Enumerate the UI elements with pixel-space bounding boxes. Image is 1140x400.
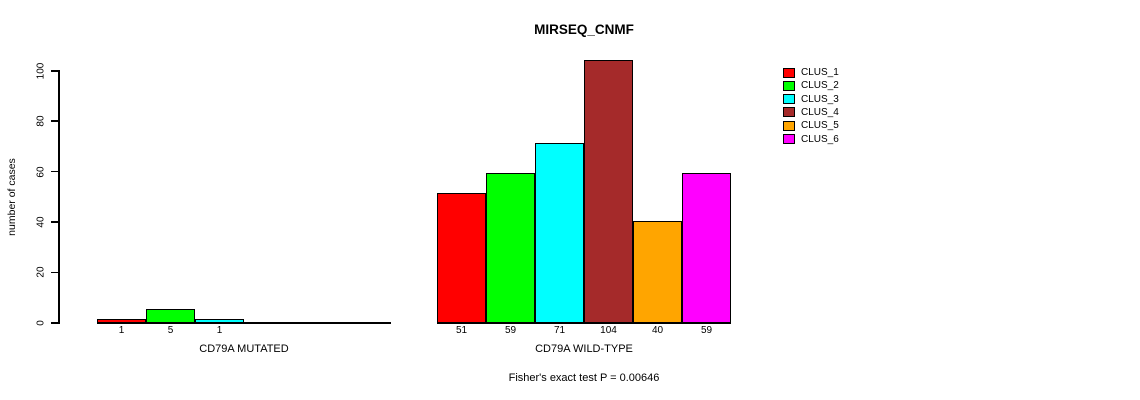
bar-clus_2 (146, 309, 195, 324)
legend-label: CLUS_1 (801, 67, 839, 78)
y-axis-tick-label: 80 (35, 115, 47, 127)
legend-label: CLUS_4 (801, 106, 839, 118)
group-label: CD79A WILD-TYPE (535, 343, 633, 355)
y-axis-tick (51, 70, 58, 72)
legend-label: CLUS_5 (801, 120, 839, 132)
y-axis-tick (51, 120, 58, 122)
y-axis-tick-label: 0 (35, 319, 47, 326)
bar-value-label: 104 (600, 325, 617, 336)
legend-swatch (783, 67, 795, 78)
bar-value-label: 59 (504, 325, 517, 336)
y-axis-label: number of cases (6, 158, 18, 236)
bar-value-label: 51 (455, 325, 468, 336)
bar-value-label: 1 (118, 325, 125, 336)
y-axis-tick-label: 100 (35, 62, 47, 80)
y-axis-tick (51, 221, 58, 223)
bar-clus_2 (486, 173, 535, 324)
bar-value-label: 71 (553, 325, 566, 336)
bar-clus_5 (633, 221, 682, 324)
legend-swatch (783, 107, 795, 118)
bar-clus_4 (584, 59, 633, 324)
legend-swatch (783, 94, 795, 105)
bar-value-label: 59 (700, 325, 713, 336)
y-axis-tick (51, 322, 58, 324)
bar-clus_1 (97, 319, 146, 324)
bar-value-label: 5 (167, 325, 174, 336)
legend-label: CLUS_2 (801, 80, 839, 92)
y-axis-line (58, 70, 60, 324)
legend-swatch (783, 80, 795, 91)
y-axis-tick-label: 40 (35, 216, 47, 228)
y-axis-tick-label: 60 (35, 165, 47, 178)
chart-title: MIRSEQ_CNMF (534, 22, 634, 37)
y-axis-tick (51, 170, 58, 173)
y-axis-tick (51, 271, 58, 274)
legend-label: CLUS_3 (801, 93, 839, 105)
bar-value-label: 40 (651, 325, 664, 336)
legend-swatch (783, 134, 795, 144)
bar-clus_3 (195, 319, 244, 324)
footer-text: Fisher's exact test P = 0.00646 (508, 372, 660, 384)
legend-label: CLUS_6 (801, 133, 839, 145)
bar-clus_1 (437, 193, 486, 324)
y-axis-tick-label: 20 (35, 266, 47, 278)
group-label: CD79A MUTATED (199, 343, 289, 355)
bar-value-label: 1 (216, 325, 223, 336)
legend-swatch (783, 120, 795, 131)
bar-clus_6 (682, 173, 731, 324)
group-baseline (97, 322, 391, 324)
bar-clus_3 (535, 143, 584, 324)
